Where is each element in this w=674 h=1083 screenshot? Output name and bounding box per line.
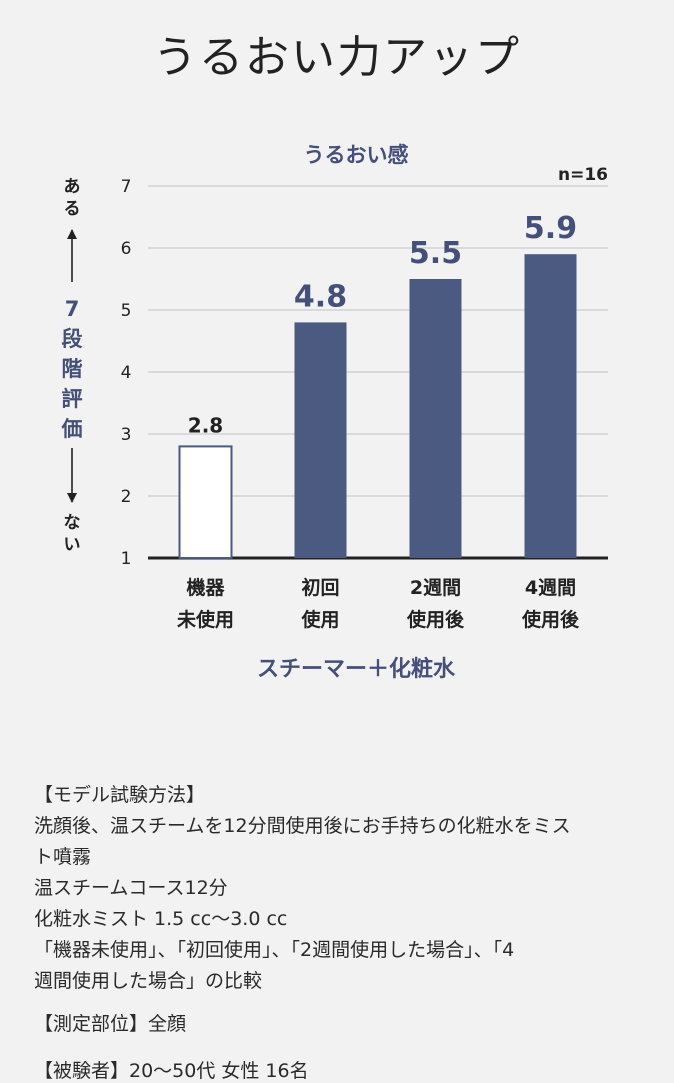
y-axis-label-bottom: な bbox=[64, 513, 81, 533]
method-line: 洗顔後、温スチームを12分間使用後にお手持ちの化粧水をミス bbox=[34, 815, 571, 837]
bar bbox=[178, 445, 233, 559]
y-tick-label: 3 bbox=[121, 425, 132, 445]
bar-value-label: 4.8 bbox=[294, 279, 347, 314]
y-axis-label-scale: 価 bbox=[61, 417, 83, 441]
method-line: 週間使用した場合」の比較 bbox=[34, 970, 263, 992]
method-line: 「機器未使用」、「初回使用」、「2週間使用した場合」、「4 bbox=[34, 939, 515, 961]
bar-chart: うるおい感 n=16 1 2 3 4 5 6 7 2.8 機器未使用 4.8 初回使用 5.5 2週間使用後… bbox=[61, 143, 608, 682]
y-tick-label: 4 bbox=[121, 363, 132, 383]
x-axis-label: スチーマー＋化粧水 bbox=[257, 656, 456, 682]
measurement-area: 【測定部位】全顔 bbox=[34, 1013, 187, 1035]
sample-size-note: n=16 bbox=[558, 165, 608, 185]
method-heading: 【モデル試験方法】 bbox=[34, 784, 206, 806]
x-tick-label: 使用後 bbox=[406, 608, 465, 631]
bar bbox=[524, 254, 577, 558]
y-tick-label: 2 bbox=[121, 487, 132, 507]
y-tick-label: 1 bbox=[121, 549, 132, 569]
x-tick-label: 使用 bbox=[300, 609, 339, 631]
y-axis-label-top: る bbox=[64, 199, 81, 219]
x-tick-label: 4週間 bbox=[525, 577, 576, 599]
y-axis-label-scale: 評 bbox=[62, 387, 83, 411]
bar-value-label: 5.5 bbox=[409, 236, 462, 271]
x-tick-label: 使用後 bbox=[521, 608, 580, 631]
method-line: 化粧水ミスト 1.5 cc〜3.0 cc bbox=[34, 908, 288, 930]
y-axis-label-scale: 段 bbox=[62, 327, 83, 351]
page-title: うるおい力アップ bbox=[153, 32, 521, 84]
y-tick-label: 7 bbox=[121, 177, 132, 197]
method-line: ト噴霧 bbox=[34, 846, 92, 868]
method-line: 温スチームコース12分 bbox=[34, 877, 228, 899]
x-tick-label: 機器 bbox=[186, 576, 225, 599]
down-arrow-head bbox=[67, 493, 77, 503]
y-tick-label: 6 bbox=[121, 239, 132, 259]
up-arrow-head bbox=[67, 229, 77, 239]
y-tick-label: 5 bbox=[121, 301, 132, 321]
bar bbox=[294, 322, 347, 558]
test-method-notes: 【モデル試験方法】 洗顔後、温スチームを12分間使用後にお手持ちの化粧水をミス … bbox=[34, 780, 644, 1040]
bar-value-label: 2.8 bbox=[188, 413, 223, 437]
y-axis-label-scale: 階 bbox=[62, 357, 83, 381]
chart-title: うるおい感 bbox=[304, 143, 409, 167]
bar-value-label: 5.9 bbox=[524, 211, 577, 246]
subjects-line: 【被験者】20～50代 女性 16名 bbox=[34, 1060, 309, 1082]
x-tick-label: 未使用 bbox=[176, 608, 234, 631]
x-tick-label: 2週間 bbox=[410, 577, 461, 599]
x-tick-label: 初回 bbox=[301, 576, 339, 599]
y-axis-label-bottom: い bbox=[64, 535, 81, 555]
y-axis-label-top: あ bbox=[64, 177, 81, 197]
bar bbox=[409, 279, 462, 558]
y-axis-label-scale: 7 bbox=[65, 297, 80, 321]
